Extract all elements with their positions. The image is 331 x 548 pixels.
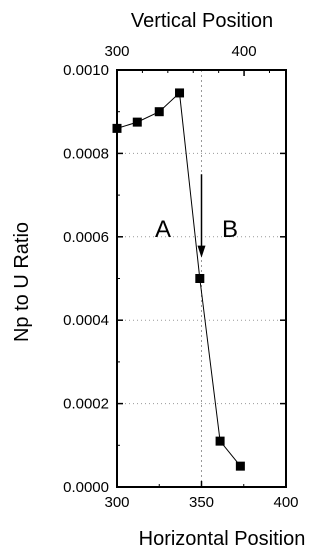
y-tick-label: 0.0008	[63, 145, 109, 162]
arrow-head	[197, 245, 206, 258]
data-points	[112, 88, 245, 471]
y-tick-label: 0.0004	[63, 312, 109, 329]
x-axis-title: Horizontal Position	[139, 528, 306, 548]
x-tick-label: 400	[273, 494, 298, 511]
data-point	[215, 436, 225, 446]
y-tick-label: 0.0002	[63, 396, 109, 413]
data-point	[195, 274, 205, 283]
data-point	[235, 461, 245, 471]
x-tick-label: 350	[189, 494, 214, 511]
bottom-x-ticks: 300 350 400	[104, 481, 299, 511]
annotation-arrow	[197, 174, 206, 258]
x-tick-label: 300	[104, 494, 129, 511]
y-tick-label: 0.0010	[63, 62, 109, 79]
y-tick-label: 0.0006	[63, 229, 109, 246]
y-tick-label: 0.0000	[63, 479, 109, 496]
top-x-tick-label: 400	[232, 43, 257, 60]
y-ticks: 0.0000 0.0002 0.0004 0.0006 0.0008 0.0010	[63, 62, 286, 496]
region-b-label: B	[222, 216, 238, 243]
top-x-ticks: 300 400	[104, 43, 270, 76]
series-line	[116, 91, 241, 467]
data-point	[175, 88, 185, 98]
top-x-tick-label: 300	[104, 43, 129, 60]
y-axis-title: Np to U Ratio	[11, 222, 33, 342]
data-point	[154, 107, 164, 117]
top-x-axis-title: Vertical Position	[131, 10, 273, 32]
region-a-label: A	[155, 216, 171, 243]
data-point	[132, 117, 142, 127]
